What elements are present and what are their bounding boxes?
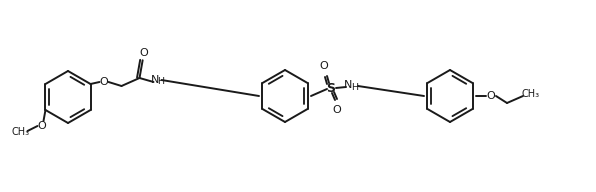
Text: CH₃: CH₃ (11, 127, 30, 137)
Text: O: O (333, 105, 342, 115)
Text: O: O (37, 121, 46, 131)
Text: S: S (327, 81, 336, 94)
Text: H: H (157, 78, 164, 87)
Text: O: O (319, 61, 328, 71)
Text: N: N (344, 80, 352, 90)
Text: CH₃: CH₃ (522, 89, 540, 99)
Text: N: N (151, 75, 160, 85)
Text: O: O (99, 77, 108, 87)
Text: O: O (486, 91, 495, 101)
Text: H: H (352, 84, 359, 93)
Text: O: O (139, 48, 148, 58)
